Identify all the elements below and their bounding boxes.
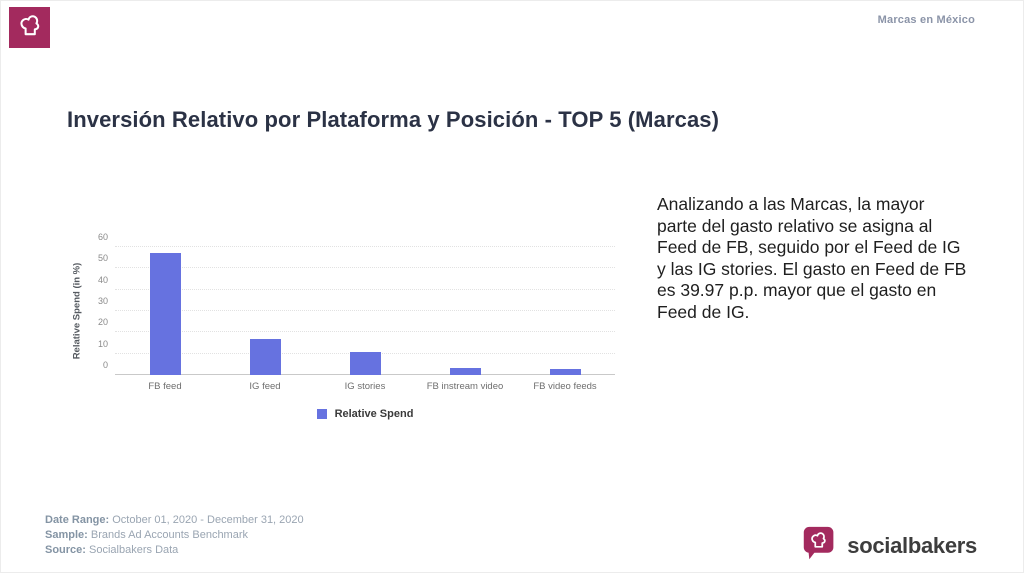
meta-value: October 01, 2020 - December 31, 2020 (112, 514, 304, 526)
socialbakers-brand: socialbakers (801, 525, 977, 567)
relative-spend-bar-chart: Relative Spend (in %) 0 10 20 30 40 50 60 FB f… (67, 232, 615, 420)
meta-value: Socialbakers Data (89, 544, 179, 556)
x-label-fb-feed: FB feed (148, 381, 182, 392)
brand-name: socialbakers (847, 533, 977, 558)
bar-cell-fb-feed (115, 247, 215, 375)
gridline-60 (115, 246, 615, 247)
socialbakers-bubble-icon (801, 525, 838, 567)
legend-label: Relative Spend (334, 408, 414, 420)
chef-hat-icon (16, 11, 44, 44)
gridline-50 (115, 267, 615, 269)
meta-label: Sample: (45, 529, 88, 541)
x-label-ig-stories: IG stories (344, 381, 386, 392)
chart-legend: Relative Spend (115, 408, 615, 420)
analysis-text: Analizando a las Marcas, la mayor parte … (657, 194, 967, 322)
page-title: Inversión Relativo por Plataforma y Posi… (67, 107, 720, 132)
y-tick-40: 40 (97, 274, 108, 285)
x-label-fb-video-feeds: FB video feeds (533, 381, 597, 392)
socialbakers-square-logo (9, 7, 50, 48)
bar-cell-fb-video-feeds (515, 247, 615, 375)
gridline-20 (115, 331, 615, 333)
meta-label: Date Range: (45, 514, 110, 526)
bar-ig-feed (249, 338, 281, 375)
meta-row-sample: Sample: Brands Ad Accounts Benchmark (45, 528, 304, 543)
meta-label: Source: (45, 544, 86, 556)
bar-ig-stories (349, 351, 381, 375)
x-label-ig-feed: IG feed (249, 381, 281, 392)
bar-fb-video-feeds (549, 368, 581, 375)
bar-fb-feed (149, 253, 181, 375)
chart-plot: 0 10 20 30 40 50 60 (98, 232, 615, 375)
y-tick-0: 0 (102, 360, 108, 370)
bars-row (115, 247, 615, 375)
bar-cell-ig-feed (215, 247, 315, 375)
footer-meta: Date Range: October 01, 2020 - December … (45, 513, 304, 558)
y-axis-label: Relative Spend (in %) (71, 262, 83, 360)
meta-row-date-range: Date Range: October 01, 2020 - December … (45, 513, 304, 528)
y-tick-20: 20 (97, 317, 108, 328)
meta-value: Brands Ad Accounts Benchmark (90, 529, 249, 541)
x-label-fb-instream-video: FB instream video (426, 381, 504, 392)
y-tick-60: 60 (97, 232, 108, 242)
report-scope-label: Marcas en México (877, 14, 975, 26)
bar-fb-instream-video (449, 367, 481, 375)
chart-x-labels: FB feed IG feed IG stories FB instream vide… (115, 375, 615, 392)
bar-cell-fb-instream-video (415, 247, 515, 375)
y-tick-50: 50 (97, 253, 108, 264)
y-tick-30: 30 (97, 296, 108, 306)
y-tick-10: 10 (97, 338, 108, 349)
gridline-30 (115, 310, 615, 311)
bar-cell-ig-stories (315, 247, 415, 375)
meta-row-source: Source: Socialbakers Data (45, 543, 304, 558)
legend-swatch (316, 409, 327, 419)
gridline-40 (115, 288, 615, 290)
